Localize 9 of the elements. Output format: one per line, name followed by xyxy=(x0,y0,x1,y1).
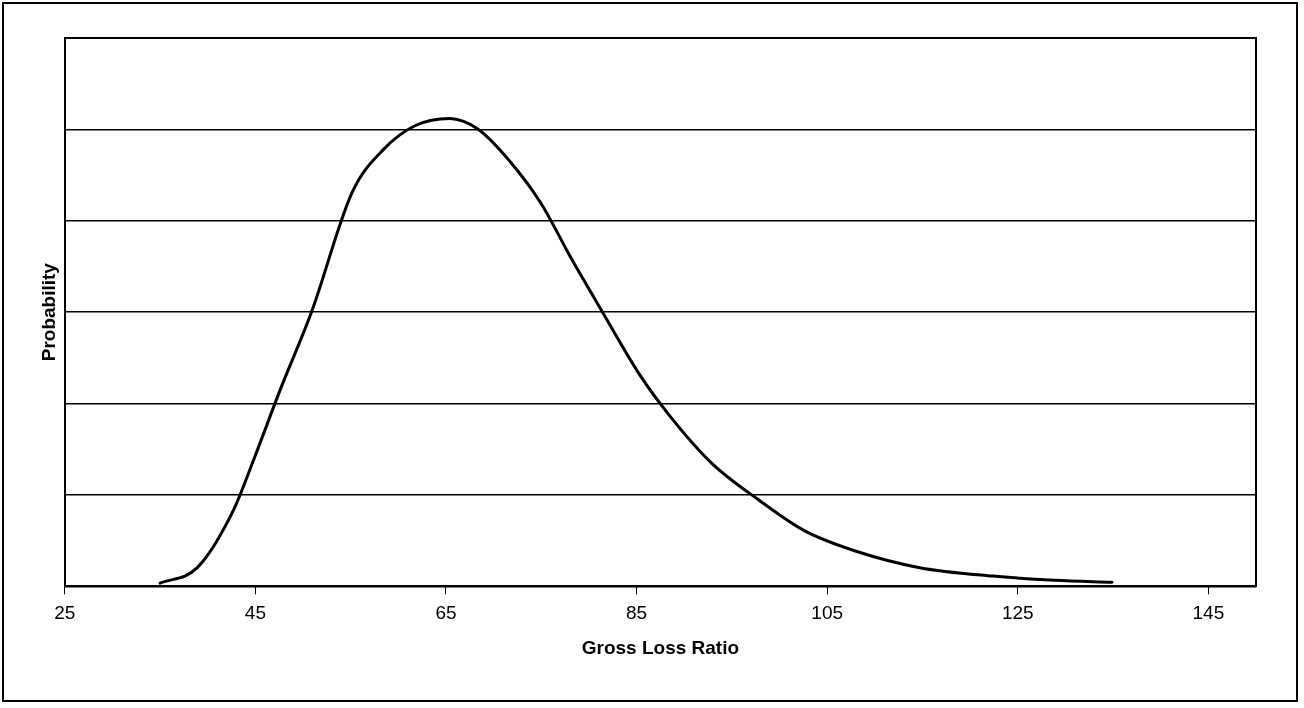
x-axis-title: Gross Loss Ratio xyxy=(581,636,740,658)
x-tick-label: 145 xyxy=(1192,602,1225,624)
x-tick-label: 65 xyxy=(435,602,457,624)
x-tick-label: 25 xyxy=(54,602,76,624)
y-axis-title: Probability xyxy=(37,262,59,362)
x-tick-label: 105 xyxy=(811,602,844,624)
x-tick-label: 125 xyxy=(1001,602,1034,624)
x-tick-label: 45 xyxy=(244,602,266,624)
x-tick-label: 85 xyxy=(626,602,648,624)
